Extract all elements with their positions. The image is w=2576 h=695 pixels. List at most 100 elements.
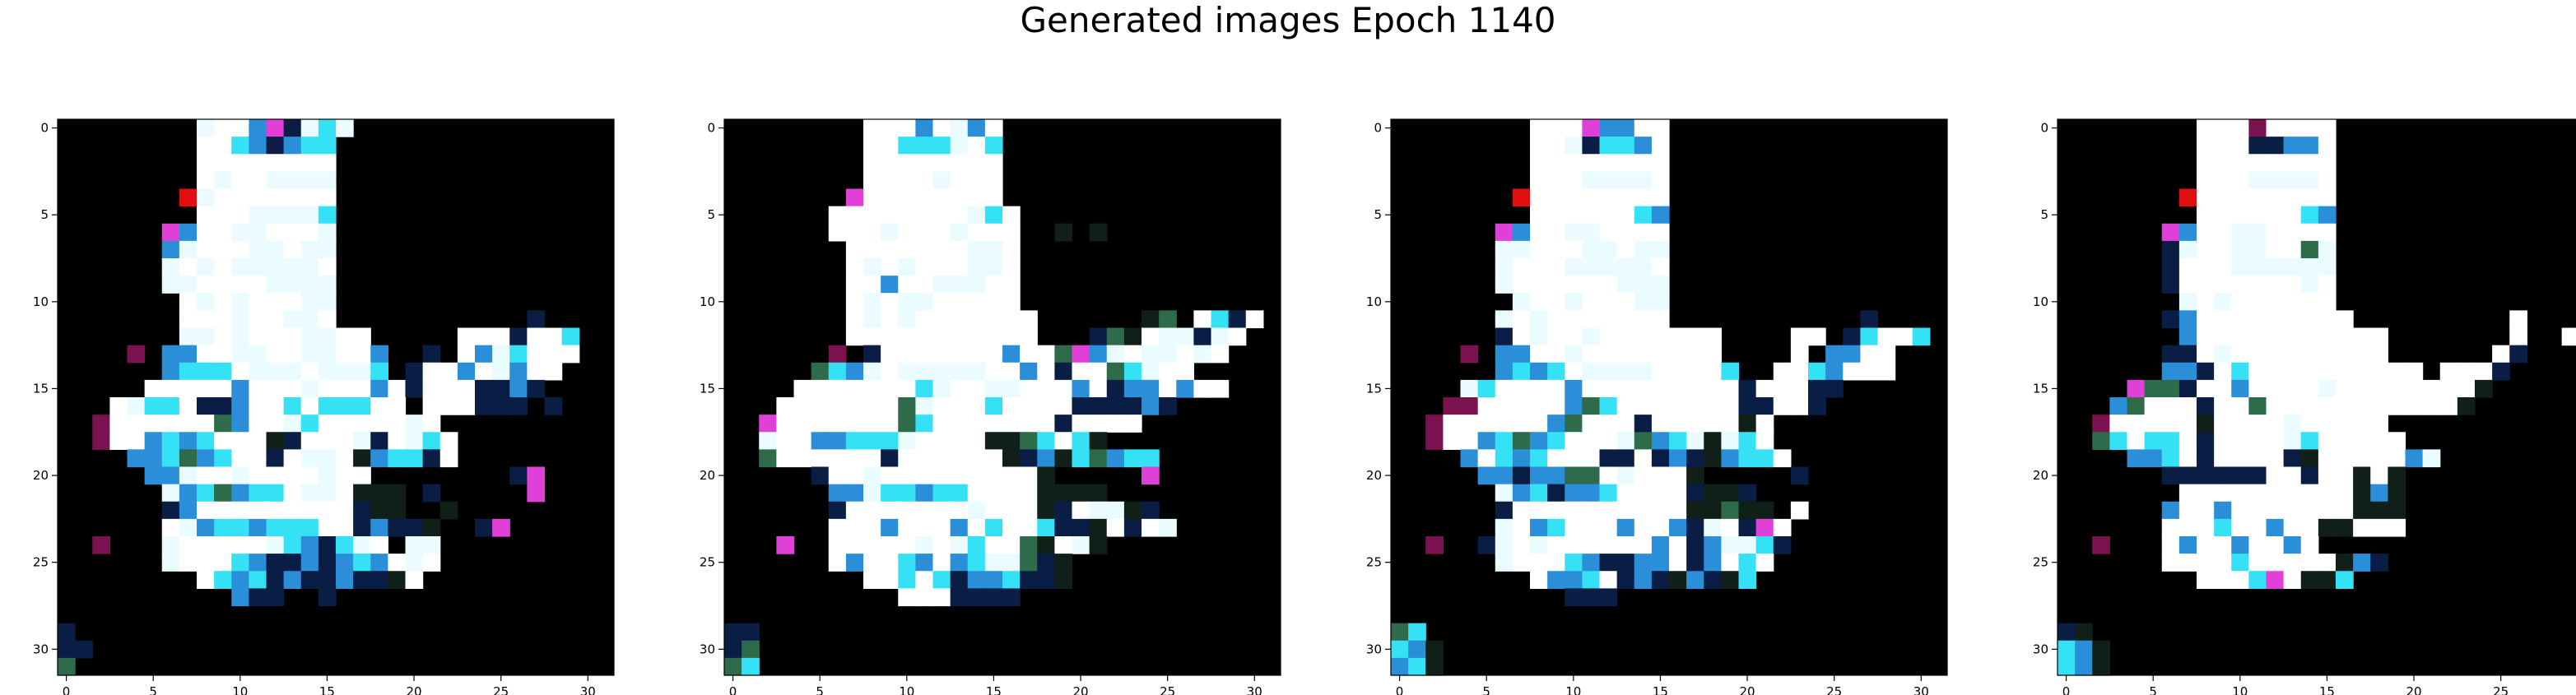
pixel bbox=[2197, 154, 2215, 172]
pixel bbox=[1547, 119, 1565, 137]
pixel bbox=[845, 240, 864, 259]
pixel bbox=[1790, 327, 1809, 346]
pixel bbox=[1020, 449, 1038, 468]
pixel bbox=[2161, 276, 2180, 294]
pixel bbox=[2336, 345, 2354, 364]
pixel bbox=[2248, 362, 2267, 381]
pixel bbox=[1704, 484, 1722, 503]
y-tick-label: 30 bbox=[2033, 642, 2048, 656]
pixel bbox=[2161, 415, 2180, 433]
pixel bbox=[266, 345, 285, 364]
pixel bbox=[1159, 327, 1177, 346]
pixel bbox=[932, 188, 951, 207]
pixel bbox=[2266, 276, 2285, 294]
pixel bbox=[1582, 571, 1601, 589]
pixel bbox=[1512, 484, 1531, 503]
pixel bbox=[984, 188, 1003, 207]
pixel bbox=[967, 432, 986, 450]
pixel bbox=[1002, 276, 1021, 294]
pixel bbox=[2248, 345, 2267, 364]
pixel bbox=[2318, 432, 2337, 450]
pixel bbox=[1547, 240, 1565, 259]
pixel bbox=[881, 501, 899, 520]
pixel bbox=[828, 397, 847, 415]
x-tick-label: 20 bbox=[2406, 684, 2422, 695]
pixel bbox=[231, 588, 249, 607]
pixel bbox=[527, 362, 546, 381]
pixel bbox=[932, 397, 951, 415]
pixel bbox=[1738, 554, 1757, 572]
y-tick-label: 20 bbox=[1366, 468, 1382, 483]
pixel bbox=[475, 397, 493, 415]
pixel bbox=[2283, 171, 2302, 190]
pixel bbox=[1530, 362, 1548, 381]
pixel bbox=[231, 415, 249, 433]
pixel bbox=[422, 484, 441, 503]
pixel bbox=[967, 276, 986, 294]
pixel bbox=[1495, 432, 1514, 450]
pixel bbox=[1547, 154, 1565, 172]
pixel bbox=[2161, 554, 2180, 572]
pixel bbox=[1530, 171, 1548, 190]
pixel bbox=[1651, 223, 1670, 242]
pixel bbox=[370, 415, 388, 433]
pixel bbox=[161, 276, 180, 294]
pixel bbox=[915, 554, 934, 572]
pixel bbox=[1634, 554, 1653, 572]
pixel bbox=[1895, 327, 1913, 346]
pixel bbox=[2178, 415, 2197, 433]
pixel bbox=[1512, 432, 1531, 450]
pixel bbox=[2283, 188, 2302, 207]
pixel bbox=[1037, 484, 1055, 503]
pixel bbox=[2248, 379, 2267, 398]
pixel bbox=[214, 327, 232, 346]
pixel bbox=[1530, 276, 1548, 294]
pixel bbox=[1651, 432, 1670, 450]
pixel bbox=[353, 501, 371, 520]
pixel bbox=[2161, 223, 2180, 242]
pixel bbox=[457, 345, 476, 364]
pixel bbox=[2318, 137, 2337, 155]
pixel bbox=[231, 240, 249, 259]
pixel bbox=[318, 449, 337, 468]
pixel bbox=[2231, 223, 2249, 242]
pixel bbox=[2318, 501, 2337, 520]
x-tick-label: 20 bbox=[1073, 684, 1089, 695]
pixel bbox=[1651, 310, 1670, 329]
pixel bbox=[492, 379, 510, 398]
pixel bbox=[881, 119, 899, 137]
pixel bbox=[388, 554, 407, 572]
pixel bbox=[2388, 449, 2406, 468]
pixel bbox=[2197, 484, 2215, 503]
pixel bbox=[318, 327, 337, 346]
pixel bbox=[2318, 223, 2337, 242]
pixel bbox=[984, 206, 1003, 225]
pixel bbox=[1634, 501, 1653, 520]
pixel bbox=[863, 397, 881, 415]
pixel bbox=[1651, 293, 1670, 311]
pixel bbox=[1512, 276, 1531, 294]
pixel bbox=[2266, 240, 2285, 259]
pixel bbox=[2388, 362, 2406, 381]
x-tick-label: 10 bbox=[899, 684, 914, 695]
pixel bbox=[1142, 310, 1160, 329]
pixel bbox=[811, 362, 830, 381]
pixel bbox=[1547, 554, 1565, 572]
pixel bbox=[283, 171, 302, 190]
pixel bbox=[898, 154, 916, 172]
pixel bbox=[214, 240, 232, 259]
pixel bbox=[197, 154, 215, 172]
pixel bbox=[1512, 518, 1531, 537]
pixel bbox=[2318, 188, 2337, 207]
pixel bbox=[422, 345, 441, 364]
pixel bbox=[2266, 432, 2285, 450]
pixel bbox=[2197, 571, 2215, 589]
pixel bbox=[1738, 484, 1757, 503]
pixel bbox=[1123, 518, 1142, 537]
pixel bbox=[353, 449, 371, 468]
pixel bbox=[370, 379, 388, 398]
pixel bbox=[266, 571, 285, 589]
pixel bbox=[318, 571, 337, 589]
